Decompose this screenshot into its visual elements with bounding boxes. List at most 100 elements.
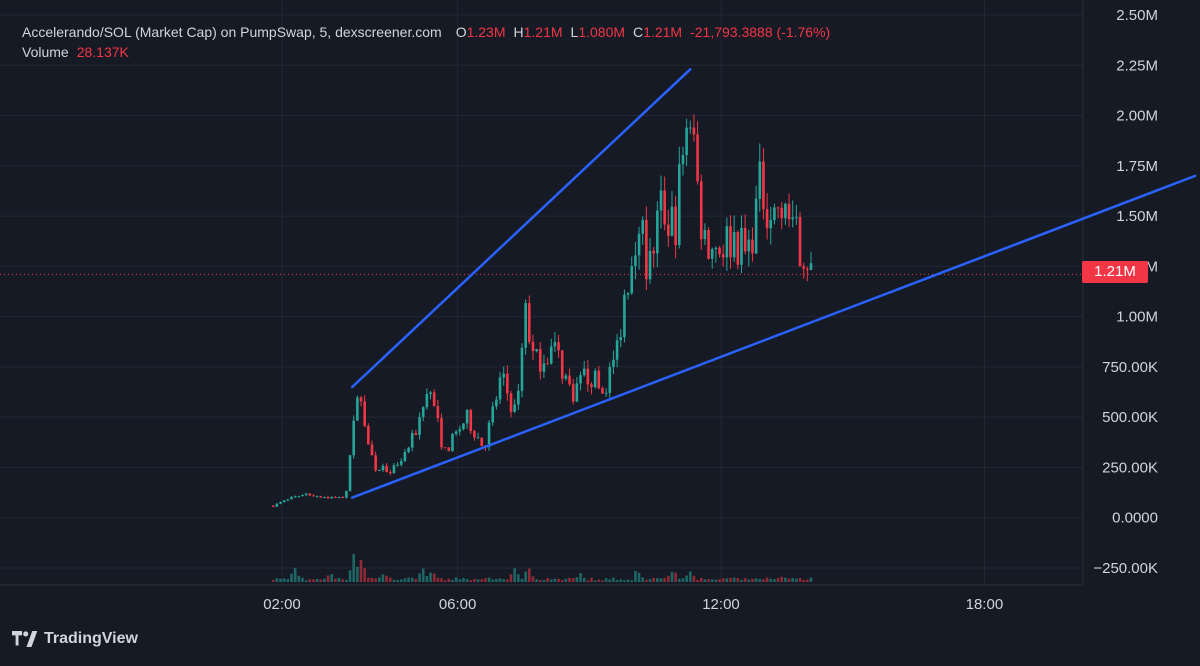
symbol-title[interactable]: Accelerando/SOL (Market Cap) on PumpSwap… — [22, 24, 442, 40]
candle-body — [513, 404, 516, 412]
volume-label[interactable]: Volume — [22, 44, 69, 60]
candle-body — [663, 190, 666, 225]
volume-bar — [634, 570, 637, 582]
volume-bar — [670, 571, 674, 582]
gridlines — [0, 0, 1083, 585]
candle-body — [743, 227, 747, 252]
volume-bar — [396, 579, 399, 582]
volume-bar — [513, 568, 516, 582]
candle-body — [469, 409, 473, 432]
volume-bar — [674, 572, 677, 582]
volume-bar — [388, 577, 392, 582]
volume-bar — [297, 575, 301, 582]
tradingview-brand[interactable]: TradingView — [12, 630, 138, 648]
candle-body — [626, 293, 630, 295]
brand-name: TradingView — [44, 630, 138, 647]
volume-bar — [334, 578, 337, 582]
candle-body — [809, 263, 813, 270]
high-value: 1.21M — [523, 24, 563, 40]
y-tick-label: 2.50M — [1116, 7, 1158, 24]
volume-bar — [725, 578, 729, 582]
candle-body — [330, 496, 334, 499]
volume-bar — [765, 577, 769, 582]
candle-body — [275, 503, 279, 507]
candle-body — [780, 207, 784, 219]
volume-bar — [330, 574, 334, 582]
candle-body — [714, 247, 718, 250]
candle-body — [443, 447, 447, 449]
volume-bar — [535, 579, 538, 582]
volume-bar — [301, 577, 304, 582]
candle-body — [531, 341, 535, 352]
volume-bar — [542, 580, 546, 582]
volume-bar — [784, 577, 787, 582]
candle-body — [348, 455, 352, 491]
candle-body — [487, 422, 491, 448]
candle-body — [476, 437, 480, 439]
trendline-lower[interactable] — [350, 174, 1197, 499]
trendline-upper[interactable] — [350, 68, 692, 389]
volume-bar — [553, 578, 557, 582]
volume-bar — [495, 578, 498, 582]
volume-bar — [688, 571, 692, 582]
open-value: 1.23M — [466, 24, 506, 40]
volume-bar — [403, 578, 407, 582]
candle-body — [681, 155, 685, 165]
ohlc-row: Accelerando/SOL (Market Cap) on PumpSwap… — [22, 22, 830, 42]
candle-body — [652, 250, 655, 254]
y-tick-label: 1.00M — [1116, 309, 1158, 326]
volume-bar — [462, 578, 465, 582]
candle-body — [429, 392, 432, 395]
volume-bar — [308, 579, 312, 582]
candle-body — [378, 470, 381, 472]
volume-bar — [743, 578, 747, 582]
candle-body — [396, 464, 399, 466]
volume-bar — [480, 579, 484, 582]
candle-body — [319, 496, 323, 498]
candle-body — [667, 224, 670, 236]
candle-body — [440, 417, 443, 448]
volume-bar — [648, 579, 652, 582]
candle-body — [462, 423, 465, 430]
candle-body — [659, 190, 663, 211]
candle-body — [480, 437, 484, 447]
volume-bar — [528, 568, 531, 582]
candle-body — [421, 407, 425, 418]
volume-bar — [378, 577, 381, 582]
volume-bar — [652, 577, 655, 582]
candle-body — [688, 127, 692, 129]
candle-body — [407, 447, 410, 452]
volume-bar — [491, 579, 495, 582]
volume-bar — [359, 559, 363, 582]
volume-bar — [780, 576, 784, 582]
candle-body — [729, 226, 732, 258]
volume-bar — [538, 580, 542, 582]
volume-bar — [663, 577, 666, 582]
candle-body — [798, 216, 802, 267]
candle-body — [630, 266, 634, 294]
volume-bar — [747, 579, 751, 582]
candle-body — [586, 368, 590, 385]
trendlines[interactable] — [350, 68, 1197, 499]
volume-bar — [571, 578, 575, 582]
volume-bar — [601, 580, 604, 582]
volume-bar — [754, 578, 758, 582]
candle-body — [575, 383, 579, 402]
candle-body — [557, 342, 560, 351]
volume-bar — [410, 577, 414, 582]
candle-body — [692, 127, 696, 135]
candle-body — [334, 496, 337, 498]
candle-body — [776, 207, 780, 209]
candle-body — [451, 433, 454, 452]
volume-bar — [279, 578, 282, 582]
volume-bar — [275, 578, 279, 582]
volume-bar — [703, 579, 707, 582]
volume-bar — [776, 578, 780, 582]
volume-bar — [721, 578, 725, 582]
volume-bar — [282, 578, 286, 582]
volume-bar — [612, 577, 615, 582]
candle-body — [414, 433, 418, 435]
volume-bar — [473, 578, 476, 582]
